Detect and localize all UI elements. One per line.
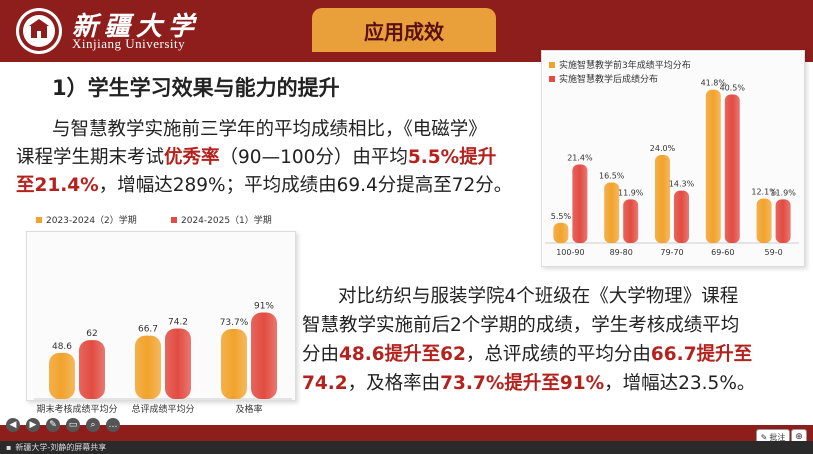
data-label: 74.2: [168, 318, 188, 328]
para2-highlight-total: 66.7提升至: [650, 344, 753, 365]
category-label: 及格率: [235, 403, 262, 415]
university-name-en: Xinjiang University: [72, 36, 186, 51]
bar-0-1: [135, 335, 161, 399]
category-label: 89-80: [610, 248, 633, 257]
data-label: 73.7%: [220, 318, 249, 328]
bar-0-1: [604, 182, 620, 243]
category-label: 69-60: [711, 248, 734, 257]
data-label: 12.1%: [751, 188, 777, 197]
more-icon[interactable]: …: [106, 418, 120, 432]
bar-0-3: [705, 89, 721, 243]
para1-text: （90—100分）由平均: [219, 147, 408, 168]
category-label: 59-0: [765, 248, 783, 257]
slides-icon[interactable]: ▭: [66, 418, 80, 432]
data-label: 41.8%: [701, 79, 727, 88]
data-label: 40.5%: [720, 84, 746, 93]
category-label: 100-90: [556, 248, 584, 257]
bar-0-2: [221, 328, 247, 399]
zoom-icon[interactable]: ⌕: [86, 418, 100, 432]
bar-1-0: [79, 340, 105, 399]
data-label: 14.3%: [669, 180, 695, 189]
para1-text: 课程学生期末考试: [16, 147, 165, 168]
annotate-label: 批注: [769, 432, 786, 442]
category-label: 期末考核成绩平均分: [36, 403, 117, 415]
university-seal-icon: [16, 8, 62, 54]
screen-share-bar: ▪ 新疆大学-刘静的屏幕共享: [0, 441, 813, 454]
para2-highlight-score: 48.6提升至62: [339, 344, 466, 365]
bar-1-2: [251, 312, 277, 399]
para2-text: ，及格率由: [347, 373, 441, 394]
bar-0-2: [655, 155, 670, 243]
para1-highlight-to: 至21.4%: [16, 175, 99, 196]
data-label: 24.0%: [650, 144, 676, 153]
data-label: 21.4%: [567, 154, 593, 163]
data-label: 5.5%: [551, 212, 572, 221]
category-label: 79-70: [660, 248, 683, 257]
legend-item: 2023-2024（2）学期: [36, 213, 137, 226]
slide-title-tab: 应用成效: [312, 8, 496, 52]
slide-title: 应用成效: [364, 19, 444, 44]
header-bar: 新疆大学 Xinjiang University 应用成效: [0, 0, 813, 62]
prev-slide-icon[interactable]: ◀: [6, 418, 20, 432]
bar-0-4: [756, 198, 772, 243]
data-label: 66.7: [138, 325, 158, 335]
chart-right: 实施智慧教学前3年成绩平均分布 实施智慧教学后成绩分布 5.5% 21.4% 100…: [541, 50, 805, 267]
para2-line1: 对比纺织与服装学院4个班级在《大学物理》课程: [338, 286, 739, 307]
para1-line1: 与智慧教学实施前三学年的平均成绩相比，《电磁学》: [52, 119, 487, 140]
bar-1-3: [724, 94, 740, 243]
data-label: 48.6: [52, 342, 72, 352]
data-label: 62: [86, 329, 97, 339]
chart-left: 2023-2024（2）学期 2024-2025（1）学期 48.6 62 期末考核…: [26, 207, 316, 422]
paragraph-electromagnetism: 与智慧教学实施前三学年的平均成绩相比，《电磁学》 课程学生期末考试优秀率（90—…: [16, 116, 552, 200]
para2-highlight-total-to: 74.2: [302, 373, 348, 394]
para1-text: ，增幅达289%；平均成绩由69.4分提高至72分。: [98, 175, 513, 196]
para2-text: ，总评成绩的平均分由: [465, 344, 651, 365]
data-label: 11.9%: [618, 188, 644, 197]
section-heading: 1）学生学习效果与能力的提升: [52, 76, 340, 100]
data-label: 11.9%: [770, 188, 796, 197]
bar-0-0: [49, 352, 75, 399]
edit-icon: ✎: [760, 432, 768, 442]
screen-share-label: 新疆大学-刘静的屏幕共享: [15, 443, 107, 452]
pen-icon[interactable]: ✎: [46, 418, 60, 432]
category-label: 总评成绩平均分: [131, 403, 194, 415]
para2-line2: 智慧教学实施前后2个学期的成绩，学生考核成绩平均: [302, 315, 740, 336]
footer-bar: [0, 425, 813, 441]
university-name-cn: 新疆大学: [72, 12, 201, 42]
bar-1-1: [165, 328, 191, 399]
zoom-in-icon: ⊕: [795, 432, 803, 442]
para2-highlight-pass-rate: 73.7%提升至91%: [440, 373, 605, 394]
chart-right-svg: 5.5% 21.4% 100-90 16.5% 11.9% 89-80 24.0% 14.3%…: [545, 79, 799, 257]
bar-0-0: [553, 222, 569, 243]
bar-1-0: [572, 164, 588, 243]
chart-left-svg: 48.6 62 期末考核成绩平均分 66.7 74.2 总评成绩平均分 73.7% 91% 及格…: [34, 302, 292, 415]
para1-highlight-excellent-rate: 优秀率: [164, 147, 220, 168]
bar-1-1: [623, 199, 639, 243]
data-label: 16.5%: [599, 172, 625, 181]
bar-1-4: [775, 199, 791, 243]
legend-item: 实施智慧教学后成绩分布: [549, 72, 658, 85]
legend-item: 2024-2025（1）学期: [171, 213, 272, 226]
screen-share-icon: ▪: [6, 443, 12, 452]
bar-1-2: [674, 190, 689, 243]
presentation-controls: ◀ ▶ ✎ ▭ ⌕ …: [6, 415, 120, 435]
data-label: 91%: [254, 302, 274, 312]
para2-text: 分由: [302, 344, 340, 365]
legend-item: 实施智慧教学前3年成绩平均分布: [549, 58, 691, 71]
next-slide-icon[interactable]: ▶: [26, 418, 40, 432]
para1-highlight-from: 5.5%提升: [407, 147, 497, 168]
para2-text: ，增幅达23.5%。: [604, 373, 756, 394]
paragraph-physics: 对比纺织与服装学院4个班级在《大学物理》课程 智慧教学实施前后2个学期的成绩，学…: [302, 282, 802, 398]
